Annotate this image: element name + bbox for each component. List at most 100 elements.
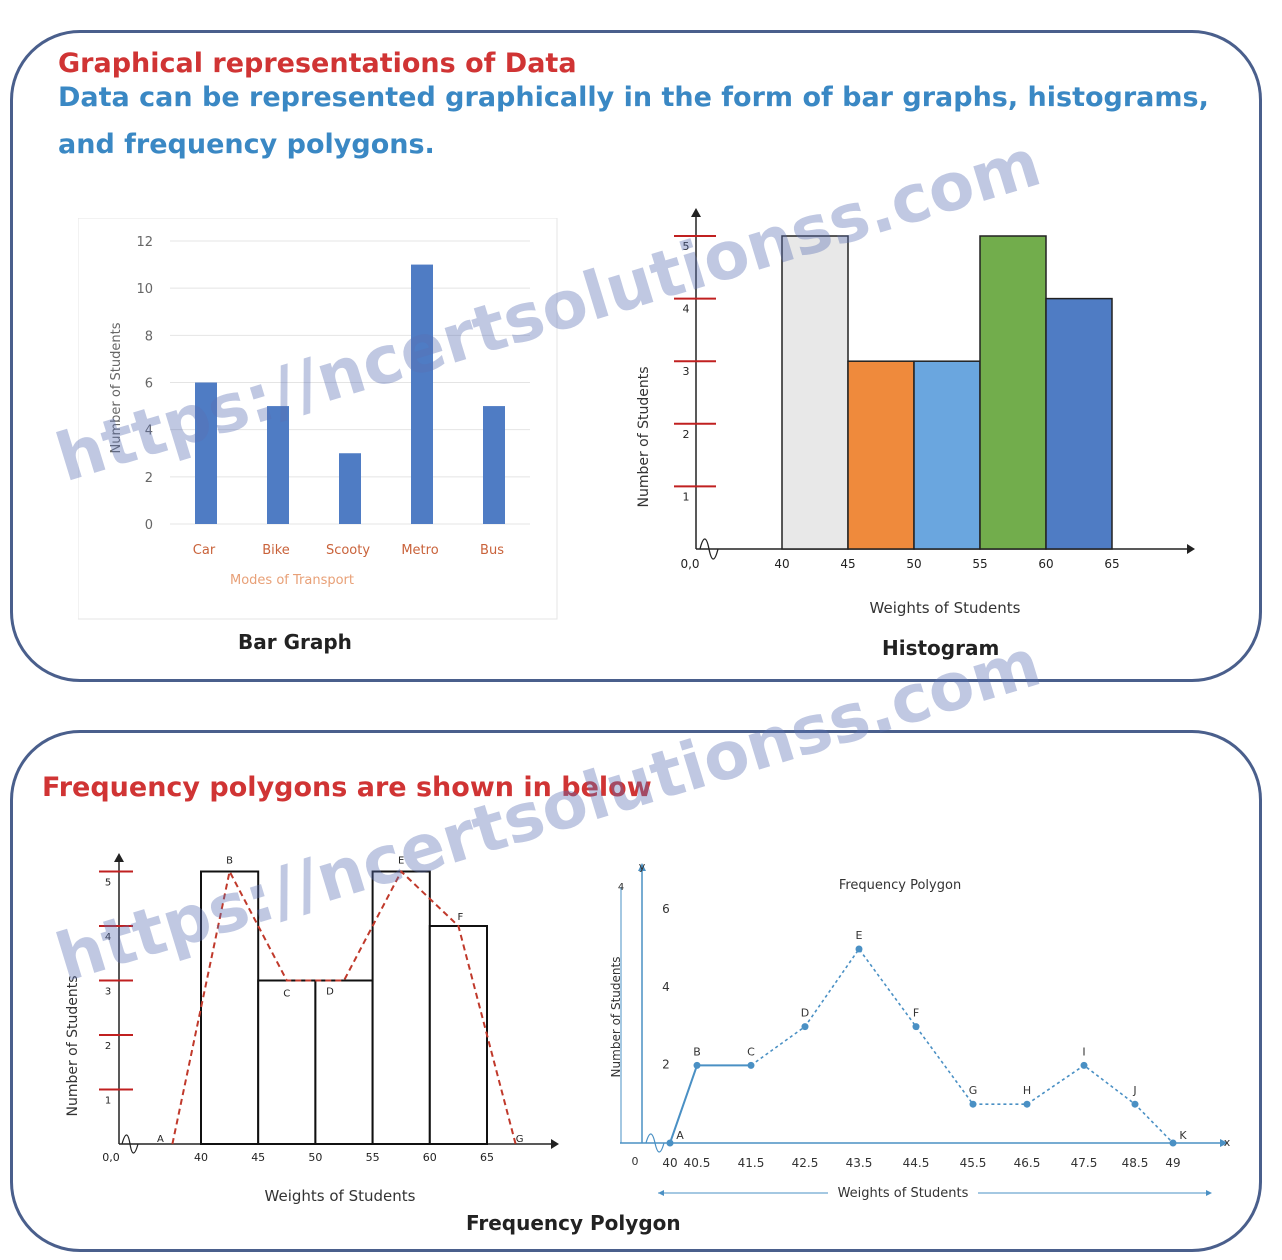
page-title: Graphical representations of Data bbox=[58, 48, 577, 79]
axis-break bbox=[699, 538, 719, 560]
point-label: C bbox=[747, 1045, 755, 1058]
y-tick-label: 5 bbox=[683, 240, 690, 253]
x-tick-label: 45 bbox=[251, 1151, 265, 1164]
histogram-bar bbox=[1045, 297, 1113, 550]
x-tick-label: Bus bbox=[480, 543, 504, 558]
y-tick-label: 8 bbox=[145, 329, 153, 344]
bar-graph: 0 2 4 6 8 10 12 Car Bike Scooty Metro Bus Modes of T… bbox=[78, 218, 558, 620]
y-tick-label: 4 bbox=[145, 424, 153, 439]
histogram-bar bbox=[257, 979, 317, 1145]
bar-metro bbox=[411, 264, 433, 524]
x-tick-label: 55 bbox=[972, 557, 987, 571]
chart-title: Frequency Polygon bbox=[839, 878, 961, 893]
point-label: K bbox=[1179, 1129, 1187, 1142]
point-label: B bbox=[693, 1045, 701, 1058]
point-label: F bbox=[913, 1007, 919, 1020]
histogram-bar bbox=[428, 925, 488, 1145]
point-label: G bbox=[969, 1084, 978, 1097]
y-tick-label: 1 bbox=[683, 490, 690, 503]
x-tick-label: 44.5 bbox=[903, 1156, 930, 1170]
y-axis-label: Number of Students bbox=[636, 366, 652, 507]
x-tick-label: 0,0 bbox=[102, 1151, 120, 1164]
x-tick-label: 65 bbox=[1104, 557, 1119, 571]
x-tick-label: 40 bbox=[662, 1156, 677, 1170]
polygon-point bbox=[912, 1023, 920, 1031]
x-tick-label: 60 bbox=[423, 1151, 437, 1164]
bar-car bbox=[195, 382, 217, 524]
point-label: F bbox=[458, 912, 464, 923]
polygon-point bbox=[1169, 1139, 1177, 1147]
y-axis-arrow bbox=[691, 208, 701, 217]
y-axis-arrow bbox=[638, 863, 646, 871]
x-axis-arrow bbox=[1187, 544, 1195, 554]
histogram-bar bbox=[847, 360, 915, 550]
x-axis-label: Weights of Students bbox=[838, 1186, 969, 1201]
axis-break bbox=[121, 1134, 139, 1154]
x-axis-label: Modes of Transport bbox=[230, 573, 354, 588]
x-tick-label: 43.5 bbox=[846, 1156, 873, 1170]
y-tick-label: 4 bbox=[662, 980, 670, 994]
page-subtitle-line2: and frequency polygons. bbox=[58, 129, 435, 160]
y-tick-label: 10 bbox=[136, 282, 153, 297]
point-label: C bbox=[283, 989, 290, 1000]
x-label-arrow-right bbox=[1206, 1190, 1212, 1196]
axis-extra-label: 4 bbox=[618, 882, 624, 893]
x-tick-label: 45.5 bbox=[960, 1156, 987, 1170]
y-axis-label: Number of Students bbox=[109, 322, 124, 453]
polygon-point bbox=[801, 1023, 809, 1031]
y-tick-label: 5 bbox=[105, 878, 111, 889]
bottom-panel bbox=[10, 730, 1262, 1252]
y-tick-label: 12 bbox=[136, 235, 153, 250]
x-tick-label: 47.5 bbox=[1071, 1156, 1098, 1170]
point-label: B bbox=[226, 856, 233, 867]
point-label: D bbox=[801, 1007, 809, 1020]
y-tick-label: 0 bbox=[145, 518, 153, 533]
x-tick-label: 0,0 bbox=[680, 557, 699, 571]
x-tick-label: 45 bbox=[840, 557, 855, 571]
histogram-bar bbox=[371, 870, 431, 1145]
polygon-line bbox=[171, 868, 517, 1145]
y-tick-label: 4 bbox=[683, 303, 690, 316]
y-tick-label: 2 bbox=[683, 428, 690, 441]
y-axis-letter: y bbox=[639, 860, 646, 873]
bar-scooty bbox=[339, 453, 361, 524]
polygon-caption: Frequency Polygon bbox=[466, 1211, 681, 1235]
page-subtitle-line1: Data can be represented graphically in t… bbox=[58, 82, 1209, 113]
x-tick-label: 41.5 bbox=[738, 1156, 765, 1170]
point-label: I bbox=[1082, 1045, 1085, 1058]
bar-bike bbox=[267, 406, 289, 524]
point-label: E bbox=[398, 856, 404, 867]
bar-chart-frame bbox=[78, 218, 558, 620]
point-label: D bbox=[326, 987, 334, 998]
x-tick-label: Bike bbox=[262, 543, 290, 558]
x-tick-label: 40 bbox=[774, 557, 789, 571]
y-tick-label: 3 bbox=[105, 987, 111, 998]
x-label-arrow-left bbox=[658, 1190, 664, 1196]
x-tick-label: 48.5 bbox=[1122, 1156, 1149, 1170]
y-tick-label: 2 bbox=[105, 1041, 111, 1052]
x-tick-label: 49 bbox=[1165, 1156, 1180, 1170]
y-axis-label: Number of Students bbox=[65, 975, 81, 1116]
y-tick-label: 2 bbox=[145, 471, 153, 486]
origin-label: 0 bbox=[632, 1155, 639, 1168]
histogram-bar bbox=[200, 870, 260, 1145]
y-axis-arrow bbox=[114, 853, 124, 862]
x-tick-label: 50 bbox=[906, 557, 921, 571]
polygon-point bbox=[1080, 1061, 1088, 1069]
y-tick-label: 6 bbox=[145, 377, 153, 392]
polygon-point bbox=[1131, 1100, 1139, 1108]
x-axis-arrow bbox=[1220, 1139, 1228, 1147]
section2-title: Frequency polygons are shown in below bbox=[42, 772, 652, 803]
x-tick-label: 40 bbox=[194, 1151, 208, 1164]
histogram-bar bbox=[781, 235, 849, 550]
point-label: G bbox=[516, 1134, 524, 1145]
x-tick-label: 55 bbox=[366, 1151, 380, 1164]
x-tick-label: 60 bbox=[1038, 557, 1053, 571]
y-axis-label: Number of Students bbox=[609, 957, 623, 1078]
axis-break bbox=[645, 1133, 665, 1153]
polygon-point bbox=[693, 1061, 701, 1069]
x-tick-label: 50 bbox=[308, 1151, 322, 1164]
x-tick-label: 42.5 bbox=[792, 1156, 819, 1170]
